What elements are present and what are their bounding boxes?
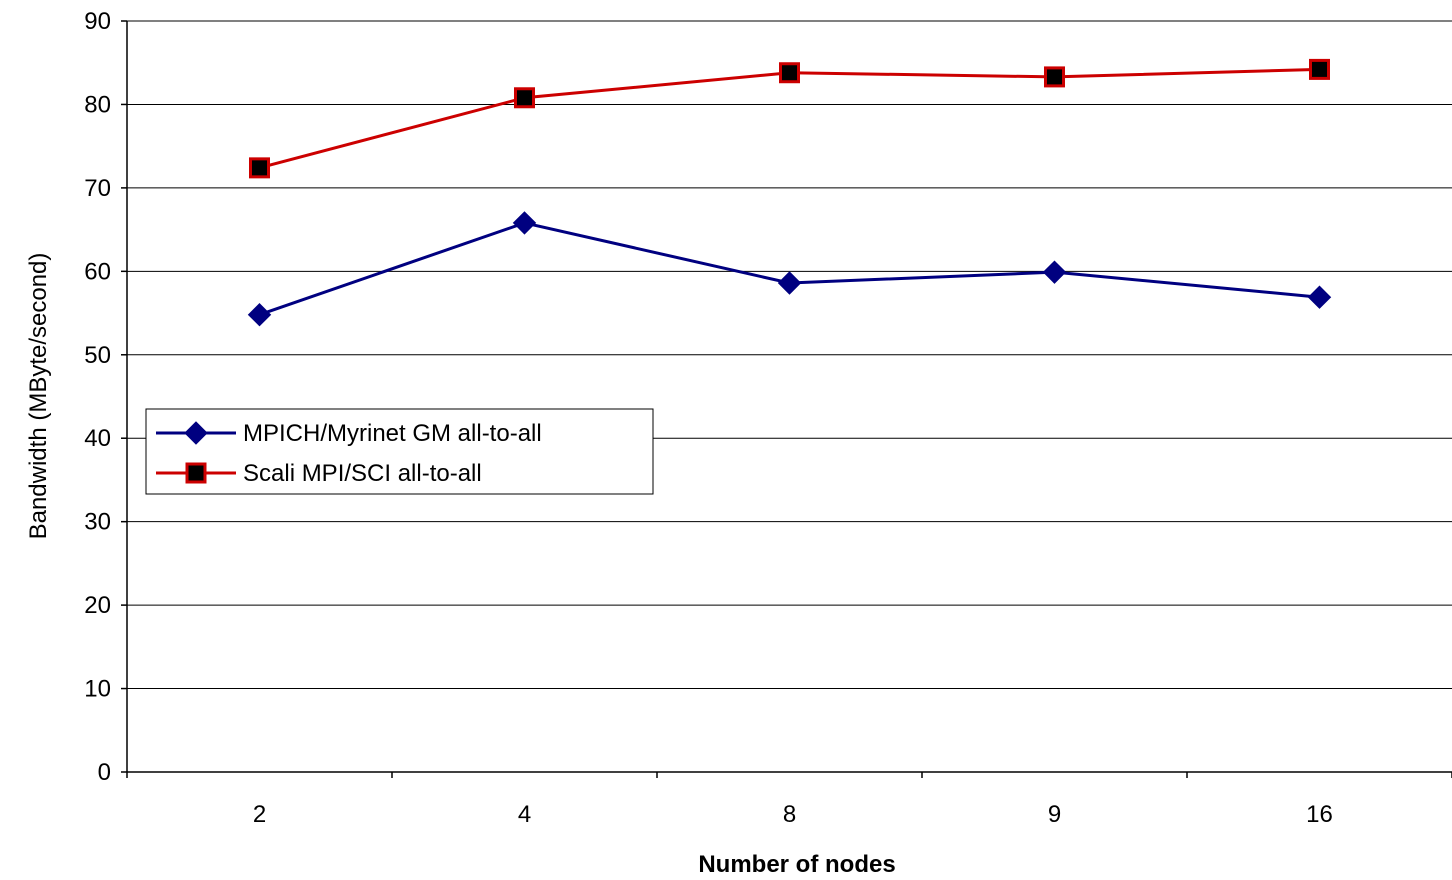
y-tick-label-30: 30 <box>84 509 111 536</box>
legend-marker-1 <box>184 421 208 445</box>
y-tick-label-20: 20 <box>84 592 111 619</box>
gridlines <box>127 20 1452 690</box>
series-2-point-2 <box>249 157 270 179</box>
y-tick-label-0: 0 <box>98 759 111 786</box>
y-axis-ticks: 0 10 20 30 40 50 60 70 80 90 <box>84 8 127 786</box>
legend-item-1: MPICH/Myrinet GM all-to-all <box>156 420 542 447</box>
series-2-point-4 <box>514 87 535 109</box>
y-axis-title: Bandwidth (MByte/second) <box>25 253 52 540</box>
legend-marker-2 <box>185 462 207 484</box>
legend-label-2: Scali MPI/SCI all-to-all <box>243 460 482 487</box>
series-1-point-16 <box>1307 285 1332 309</box>
x-axis-ticks: 2 4 8 9 16 <box>126 772 1452 828</box>
series-1-point-4 <box>512 211 537 235</box>
x-tick-label-4: 4 <box>518 801 531 828</box>
series-layer <box>247 58 1332 327</box>
series-1-point-9 <box>1042 260 1067 284</box>
legend-item-2: Scali MPI/SCI all-to-all <box>156 460 482 487</box>
y-tick-label-50: 50 <box>84 342 111 369</box>
x-tick-label-9: 9 <box>1048 801 1061 828</box>
x-tick-label-8: 8 <box>783 801 796 828</box>
series-1 <box>247 211 1332 327</box>
series-1-point-8 <box>777 271 802 295</box>
series-2-point-16 <box>1309 58 1330 80</box>
series-1-point-2 <box>247 303 272 327</box>
y-tick-label-40: 40 <box>84 425 111 452</box>
x-tick-label-16: 16 <box>1306 801 1333 828</box>
legend-label-1: MPICH/Myrinet GM all-to-all <box>243 420 542 447</box>
y-tick-label-10: 10 <box>84 676 111 703</box>
y-tick-label-90: 90 <box>84 8 111 35</box>
y-tick-label-80: 80 <box>84 91 111 118</box>
y-tick-label-60: 60 <box>84 258 111 285</box>
series-2-point-9 <box>1044 66 1065 88</box>
series-line-2 <box>259 67 1320 170</box>
series-line-1 <box>259 221 1320 317</box>
legend-box <box>145 408 654 495</box>
x-tick-label-2: 2 <box>253 801 266 828</box>
series-2 <box>249 58 1330 179</box>
legend: MPICH/Myrinet GM all-to-all Scali MPI/SCI… <box>145 408 654 495</box>
series-2-point-8 <box>779 62 800 84</box>
y-tick-label-70: 70 <box>84 175 111 202</box>
x-axis-title: Number of nodes <box>698 851 895 878</box>
